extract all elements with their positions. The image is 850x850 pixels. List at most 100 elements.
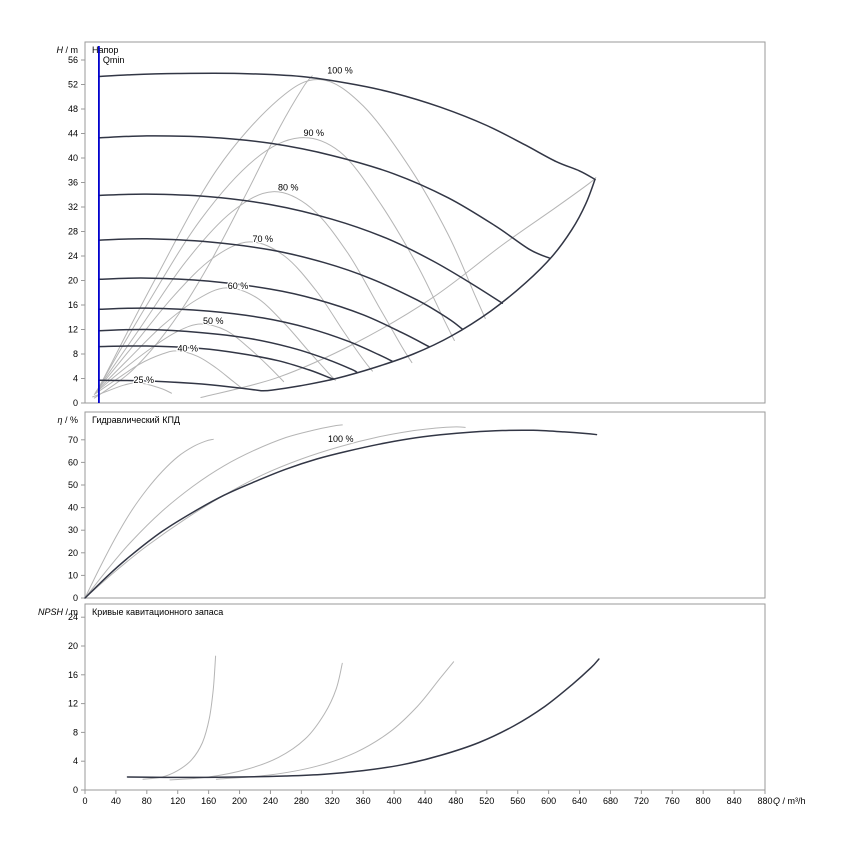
npsh-y-tick-label: 4 <box>73 756 78 766</box>
npsh-y-tick-label: 8 <box>73 727 78 737</box>
x-tick-label: 680 <box>603 796 618 806</box>
x-tick-label: 560 <box>510 796 525 806</box>
efficiency-y-tick-label: 70 <box>68 435 78 445</box>
x-tick-label: 280 <box>294 796 309 806</box>
x-tick-label: 440 <box>417 796 432 806</box>
npsh-y-tick-label: 12 <box>68 699 78 709</box>
efficiency-y-tick-label: 50 <box>68 480 78 490</box>
npsh-y-tick-label: 24 <box>68 612 78 622</box>
head-curve-label: 60 % <box>228 281 249 291</box>
x-tick-label: 840 <box>727 796 742 806</box>
efficiency-y-tick-label: 10 <box>68 570 78 580</box>
curve-iso-eff-50 <box>94 323 285 394</box>
curve-iso-eff-70 <box>96 241 373 392</box>
npsh-y-tick-label: 0 <box>73 785 78 795</box>
x-axis-label: Q / m³/h <box>773 796 806 806</box>
curve-npsh-trim-small <box>142 655 217 780</box>
curve-trim-1 <box>98 135 551 260</box>
curve-iso-eff-40 <box>93 350 243 395</box>
head-curve-label: 90 % <box>303 128 324 138</box>
curve-envelope-top <box>98 72 596 181</box>
curve-eff-100 <box>84 429 598 599</box>
curve-eff-trim-mid <box>84 424 343 599</box>
curve-iso-eff-60 <box>95 287 336 393</box>
curve-trim-4 <box>98 277 430 348</box>
head-curve-label: 100 % <box>327 65 353 75</box>
efficiency-y-tick-label: 60 <box>68 457 78 467</box>
head-title: Напор <box>92 45 118 55</box>
head-y-tick-label: 44 <box>68 129 78 139</box>
curve-trim-6 <box>98 328 358 374</box>
curve-trim-2 <box>98 193 504 304</box>
head-y-tick-label: 56 <box>68 55 78 65</box>
head-curve-label: 25 % <box>133 375 154 385</box>
head-panel-frame <box>84 41 766 404</box>
curve-npsh-trim-large <box>215 661 455 780</box>
efficiency-y-axis-label: η / % <box>57 415 78 425</box>
x-tick-label: 400 <box>387 796 402 806</box>
head-y-tick-label: 12 <box>68 325 78 335</box>
head-y-tick-label: 4 <box>73 374 78 384</box>
curve-trim-5 <box>98 307 394 363</box>
x-tick-label: 200 <box>232 796 247 806</box>
head-curve-label: 40 % <box>178 344 199 354</box>
x-tick-label: 120 <box>170 796 185 806</box>
head-y-tick-label: 16 <box>68 300 78 310</box>
head-y-tick-label: 28 <box>68 227 78 237</box>
x-tick-label: 160 <box>201 796 216 806</box>
curve-trim-7 <box>98 345 335 380</box>
curve-envelope-right <box>260 178 596 392</box>
efficiency-y-tick-label: 30 <box>68 525 78 535</box>
x-tick-label: 360 <box>356 796 371 806</box>
curve-iso-eff-80 <box>96 191 413 390</box>
x-tick-label: 80 <box>142 796 152 806</box>
curve-limit-max-flow <box>200 177 597 398</box>
x-tick-label: 600 <box>541 796 556 806</box>
curve-trim-3 <box>98 238 463 330</box>
x-tick-label: 640 <box>572 796 587 806</box>
curve-iso-eff-25 <box>92 382 172 398</box>
x-tick-label: 720 <box>634 796 649 806</box>
head-y-tick-label: 52 <box>68 80 78 90</box>
curve-eff-trim-large <box>84 426 466 599</box>
head-y-axis-label: H / m <box>57 45 79 55</box>
efficiency-curve-label: 100 % <box>328 434 354 444</box>
qmin-label: Qmin <box>103 55 125 65</box>
x-tick-label: 480 <box>448 796 463 806</box>
x-tick-label: 240 <box>263 796 278 806</box>
curve-eff-trim-small <box>84 438 214 599</box>
efficiency-title: Гидравлический КПД <box>92 415 180 425</box>
x-tick-label: 0 <box>82 796 87 806</box>
curve-npsh-100 <box>126 658 600 779</box>
efficiency-y-tick-label: 40 <box>68 503 78 513</box>
efficiency-panel-frame <box>84 411 766 599</box>
x-tick-label: 40 <box>111 796 121 806</box>
head-y-tick-label: 40 <box>68 153 78 163</box>
head-curve-label: 80 % <box>278 182 299 192</box>
npsh-y-tick-label: 16 <box>68 670 78 680</box>
efficiency-y-tick-label: 20 <box>68 548 78 558</box>
efficiency-y-tick-label: 0 <box>73 593 78 603</box>
x-tick-label: 800 <box>696 796 711 806</box>
npsh-title: Кривые кавитационного запаса <box>92 607 223 617</box>
x-tick-label: 880 <box>757 796 772 806</box>
head-y-tick-label: 8 <box>73 349 78 359</box>
head-curve-label: 70 % <box>252 234 273 244</box>
head-y-tick-label: 48 <box>68 104 78 114</box>
npsh-y-tick-label: 20 <box>68 641 78 651</box>
head-curve-label: 50 % <box>203 316 224 326</box>
head-y-tick-label: 20 <box>68 276 78 286</box>
x-tick-label: 520 <box>479 796 494 806</box>
head-y-tick-label: 24 <box>68 251 78 261</box>
head-y-tick-label: 0 <box>73 398 78 408</box>
curve-npsh-trim-mid <box>169 662 343 781</box>
head-y-tick-label: 36 <box>68 178 78 188</box>
curve-limit-min-flow <box>93 75 313 399</box>
curve-trim-smallest <box>98 379 262 392</box>
curve-iso-eff-100 <box>100 79 486 386</box>
npsh-y-axis-label: NPSH / m <box>38 607 78 617</box>
head-y-tick-label: 32 <box>68 202 78 212</box>
x-tick-label: 760 <box>665 796 680 806</box>
